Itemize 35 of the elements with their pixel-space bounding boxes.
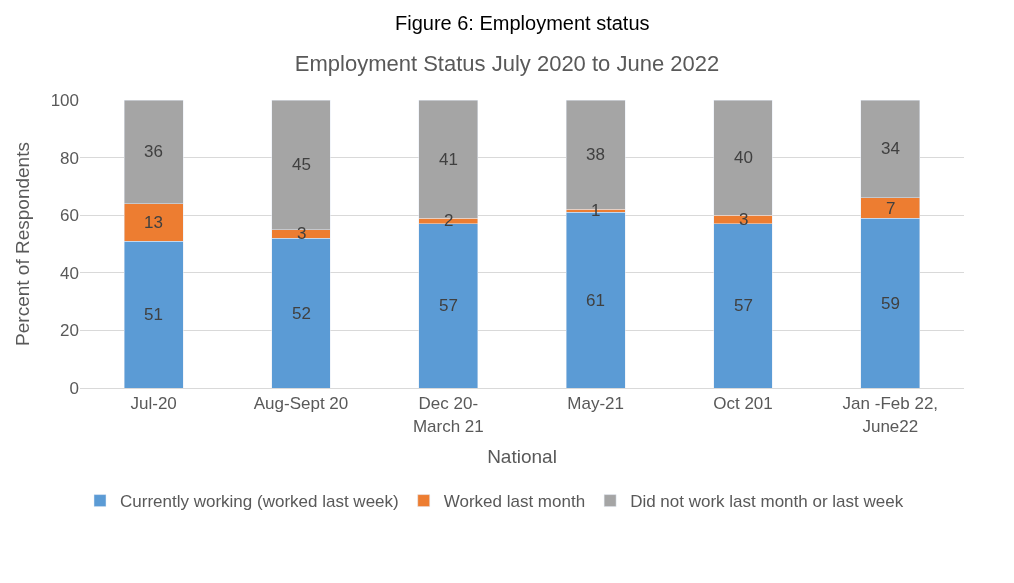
caption: Figure 6: Employment status xyxy=(395,12,650,34)
y-tick-label: 20 xyxy=(60,321,79,341)
x-axis-title: National xyxy=(487,446,557,468)
data-label: 41 xyxy=(439,150,458,169)
data-label: 57 xyxy=(439,296,458,315)
data-label: 61 xyxy=(586,291,605,310)
legend-label: Currently working (worked last week) xyxy=(120,492,399,512)
x-tick-label: Jul-20 xyxy=(130,394,177,414)
y-tick-label: 100 xyxy=(50,90,79,110)
data-label: 45 xyxy=(292,155,311,174)
data-label: 7 xyxy=(886,199,896,218)
y-axis-title: Percent of Respondents xyxy=(12,142,34,346)
x-tick-label: Jan -Feb 22, June22 xyxy=(842,394,939,436)
data-label: 52 xyxy=(292,304,311,323)
data-label: 38 xyxy=(586,145,605,164)
y-tick-label: 40 xyxy=(60,263,79,283)
data-label: 59 xyxy=(881,294,900,313)
data-label: 36 xyxy=(144,142,163,161)
data-label: 57 xyxy=(734,296,753,315)
legend-label: Worked last month xyxy=(443,492,586,512)
legend-label: Did not work last month or last week xyxy=(630,492,904,512)
chart-title: Employment Status July 2020 to June 2022 xyxy=(294,50,720,76)
y-tick-label: 80 xyxy=(60,148,79,168)
y-tick-label: 60 xyxy=(60,206,79,226)
x-tick-label: Oct 201 xyxy=(713,394,773,414)
x-tick-label: Aug-Sept 20 xyxy=(253,394,349,414)
data-label: 2 xyxy=(444,211,454,230)
data-label: 34 xyxy=(881,139,900,158)
data-label: 51 xyxy=(144,305,163,324)
data-label: 40 xyxy=(734,148,753,167)
y-tick-label: 0 xyxy=(69,378,79,398)
data-label: 1 xyxy=(591,201,601,220)
x-tick-label: May-21 xyxy=(567,394,625,414)
x-tick-label: Dec 20- March 21 xyxy=(412,394,484,436)
data-label: 13 xyxy=(144,213,163,232)
